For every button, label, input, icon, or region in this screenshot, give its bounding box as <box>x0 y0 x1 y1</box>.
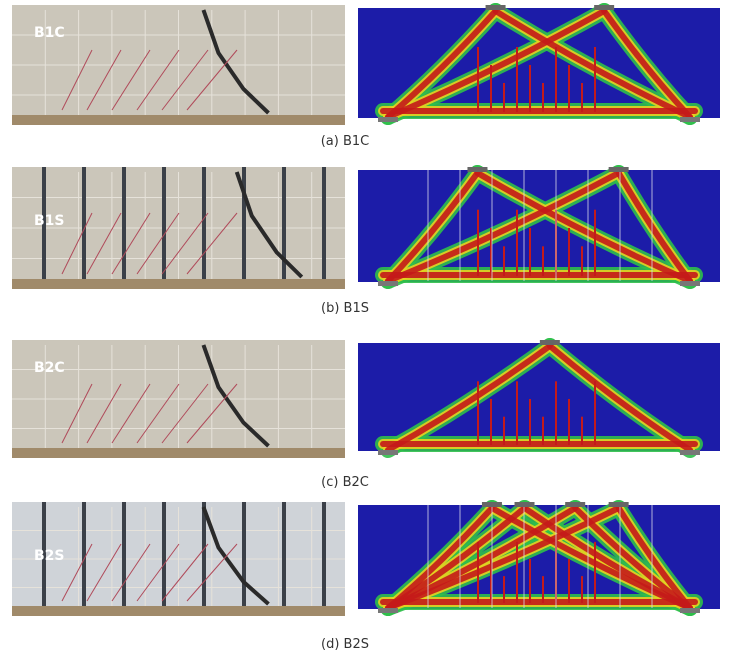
photo-strap <box>82 167 86 279</box>
load-plate <box>482 502 502 507</box>
load-plate <box>515 502 535 507</box>
load-plate <box>540 340 560 345</box>
caption: (d) B2S <box>321 637 369 652</box>
photo-strap <box>242 502 246 606</box>
load-plate <box>486 5 506 10</box>
photo-strap <box>82 502 86 606</box>
figure: B1C (a) B1C B1S (b) B1S B2C (c) B2C B2S (d) B2S <box>0 0 734 659</box>
panel-row: B2C (c) B2C <box>12 340 720 490</box>
support-plate <box>680 117 700 122</box>
support-plate <box>680 608 700 613</box>
support-plate <box>378 608 398 613</box>
photo-floor <box>12 606 345 616</box>
load-plate <box>594 5 614 10</box>
photo-strap <box>162 502 166 606</box>
support-plate <box>680 450 700 455</box>
panel-row: B2S (d) B2S <box>12 502 720 652</box>
load-plate <box>609 167 629 172</box>
support-plate <box>680 281 700 286</box>
specimen-label: B2C <box>34 360 65 376</box>
support-plate <box>378 281 398 286</box>
caption: (b) B1S <box>321 301 369 316</box>
photo-strap <box>202 167 206 279</box>
load-plate <box>609 502 629 507</box>
support-plate <box>378 450 398 455</box>
photo-strap <box>162 167 166 279</box>
support-plate <box>378 117 398 122</box>
caption: (c) B2C <box>321 475 369 490</box>
panel-row: B1C (a) B1C <box>12 5 720 149</box>
photo-strap <box>322 502 326 606</box>
photo-strap <box>122 167 126 279</box>
specimen-label: B1C <box>34 25 65 41</box>
caption: (a) B1C <box>321 134 370 149</box>
photo-floor <box>12 448 345 458</box>
specimen-label: B1S <box>34 213 65 229</box>
photo-floor <box>12 115 345 125</box>
photo-strap <box>322 167 326 279</box>
photo-floor <box>12 279 345 289</box>
load-plate <box>565 502 585 507</box>
load-plate <box>467 167 487 172</box>
panel-row: B1S (b) B1S <box>12 167 720 316</box>
photo-strap <box>122 502 126 606</box>
photo-strap <box>282 502 286 606</box>
specimen-label: B2S <box>34 548 65 564</box>
